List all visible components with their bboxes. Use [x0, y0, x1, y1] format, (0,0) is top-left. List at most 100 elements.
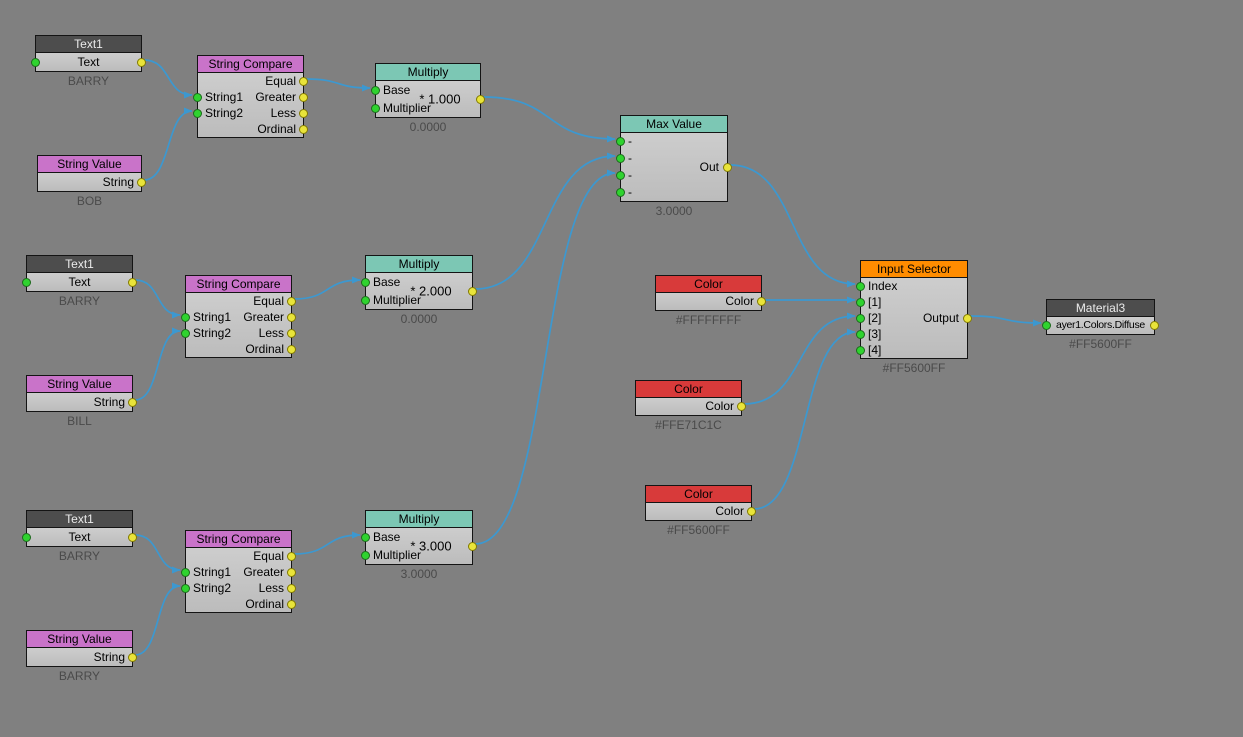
input-port[interactable]	[181, 567, 190, 577]
node-row: Equal	[186, 293, 296, 309]
output-port[interactable]	[128, 532, 137, 542]
connection-edge[interactable]	[134, 279, 181, 319]
output-port[interactable]	[1150, 321, 1159, 330]
input-port[interactable]	[856, 345, 865, 355]
input-port[interactable]	[181, 328, 190, 338]
input-port[interactable]	[22, 532, 31, 542]
output-port[interactable]	[468, 542, 477, 551]
output-port[interactable]	[287, 296, 296, 306]
output-port[interactable]	[287, 583, 296, 593]
node-string-compare-3[interactable]: String Compare Equal String1 Greater String2…	[181, 530, 296, 613]
input-port[interactable]	[193, 92, 202, 102]
connection-edge[interactable]	[474, 169, 616, 545]
node-string-value-1[interactable]: String Value String BOB	[37, 155, 146, 208]
connection-edge[interactable]	[143, 107, 193, 181]
output-port[interactable]	[299, 124, 308, 134]
node-string-value-2[interactable]: String Value String BILL	[26, 375, 137, 428]
node-color-1[interactable]: Color Color #FFFFFFFF	[655, 275, 766, 327]
connection-edge[interactable]	[753, 328, 856, 510]
input-port[interactable]	[181, 312, 190, 322]
input-port[interactable]	[361, 550, 370, 560]
output-port[interactable]	[757, 297, 766, 306]
output-port[interactable]	[287, 344, 296, 354]
input-port[interactable]	[616, 171, 625, 180]
connection-edge[interactable]	[969, 315, 1042, 327]
output-port[interactable]	[137, 57, 146, 67]
input-port[interactable]	[193, 108, 202, 118]
connection-edge[interactable]	[743, 312, 856, 405]
node-input-selector[interactable]: Input Selector Index [1] [2] [3] [4] Output #FF…	[856, 260, 972, 375]
output-port[interactable]	[747, 507, 756, 516]
connection-edge[interactable]	[305, 78, 371, 92]
node-string-compare-1[interactable]: String Compare Equal String1 Greater String2…	[193, 55, 308, 138]
connection-edge[interactable]	[482, 96, 616, 143]
node-row: [1]	[856, 294, 967, 310]
connection-edge[interactable]	[134, 327, 181, 401]
port-label: Less	[258, 581, 284, 595]
input-port[interactable]	[361, 277, 370, 287]
port-label: [3]	[868, 327, 882, 341]
connection-edge[interactable]	[143, 59, 193, 99]
node-material3[interactable]: Material3 ayer1.Colors.Diffuse #FF5600FF	[1042, 299, 1159, 351]
node-string-value-3[interactable]: String Value String BARRY	[26, 630, 137, 683]
output-port[interactable]	[963, 314, 972, 323]
node-body: Index [1] [2] [3] [4] Output	[856, 278, 972, 358]
node-color-3[interactable]: Color Color #FF5600FF	[645, 485, 756, 537]
output-port[interactable]	[287, 328, 296, 338]
port-label: Out	[699, 160, 719, 174]
connection-edge[interactable]	[474, 152, 616, 290]
input-port[interactable]	[31, 57, 40, 67]
input-port[interactable]	[616, 137, 625, 146]
port-label: -	[628, 151, 632, 165]
input-port[interactable]	[856, 329, 865, 339]
output-port[interactable]	[476, 95, 485, 104]
port-label: String1	[193, 565, 232, 579]
node-title: Multiply	[398, 257, 440, 271]
input-port[interactable]	[371, 103, 380, 113]
output-port[interactable]	[723, 163, 732, 172]
output-port[interactable]	[468, 287, 477, 296]
node-multiply-1[interactable]: Multiply Base Multiplier * 1.000 0.0000	[371, 63, 485, 134]
node-row: String1 Greater	[181, 309, 296, 325]
output-port[interactable]	[299, 92, 308, 102]
input-port[interactable]	[361, 532, 370, 542]
output-port[interactable]	[128, 652, 137, 662]
node-multiply-3[interactable]: Multiply Base Multiplier * 3.000 3.0000	[361, 510, 477, 581]
input-port[interactable]	[361, 295, 370, 305]
node-text1-3[interactable]: Text1 Text BARRY	[22, 510, 137, 563]
output-port[interactable]	[737, 402, 746, 411]
output-port[interactable]	[287, 312, 296, 322]
output-port[interactable]	[137, 177, 146, 187]
node-multiply-2[interactable]: Multiply Base Multiplier * 2.000 0.0000	[361, 255, 477, 326]
input-port[interactable]	[856, 313, 865, 323]
input-port[interactable]	[371, 85, 380, 95]
node-color-2[interactable]: Color Color #FFE71C1C	[635, 380, 746, 432]
connection-edge[interactable]	[729, 164, 856, 288]
node-header: Color	[646, 486, 751, 503]
input-port[interactable]	[856, 297, 865, 307]
output-port[interactable]	[128, 397, 137, 407]
output-port[interactable]	[287, 567, 296, 577]
output-port[interactable]	[287, 551, 296, 561]
connection-edge[interactable]	[293, 531, 361, 555]
output-port[interactable]	[287, 599, 296, 609]
node-text1-2[interactable]: Text1 Text BARRY	[22, 255, 137, 308]
output-port[interactable]	[299, 76, 308, 86]
node-body: - - - - Out	[616, 133, 732, 201]
connection-edge[interactable]	[293, 276, 361, 300]
output-port[interactable]	[299, 108, 308, 118]
input-port[interactable]	[616, 188, 625, 197]
input-port[interactable]	[856, 281, 865, 291]
input-port[interactable]	[181, 583, 190, 593]
connection-edge[interactable]	[134, 534, 181, 574]
connection-edge[interactable]	[134, 582, 181, 656]
input-port[interactable]	[22, 277, 31, 287]
node-max-value[interactable]: Max Value - - - - Out 3.0000	[616, 115, 732, 218]
node-string-compare-2[interactable]: String Compare Equal String1 Greater String2…	[181, 275, 296, 358]
input-port[interactable]	[1042, 321, 1051, 330]
node-text1-1[interactable]: Text1 Text BARRY	[31, 35, 146, 88]
output-port[interactable]	[128, 277, 137, 287]
input-port[interactable]	[616, 154, 625, 163]
